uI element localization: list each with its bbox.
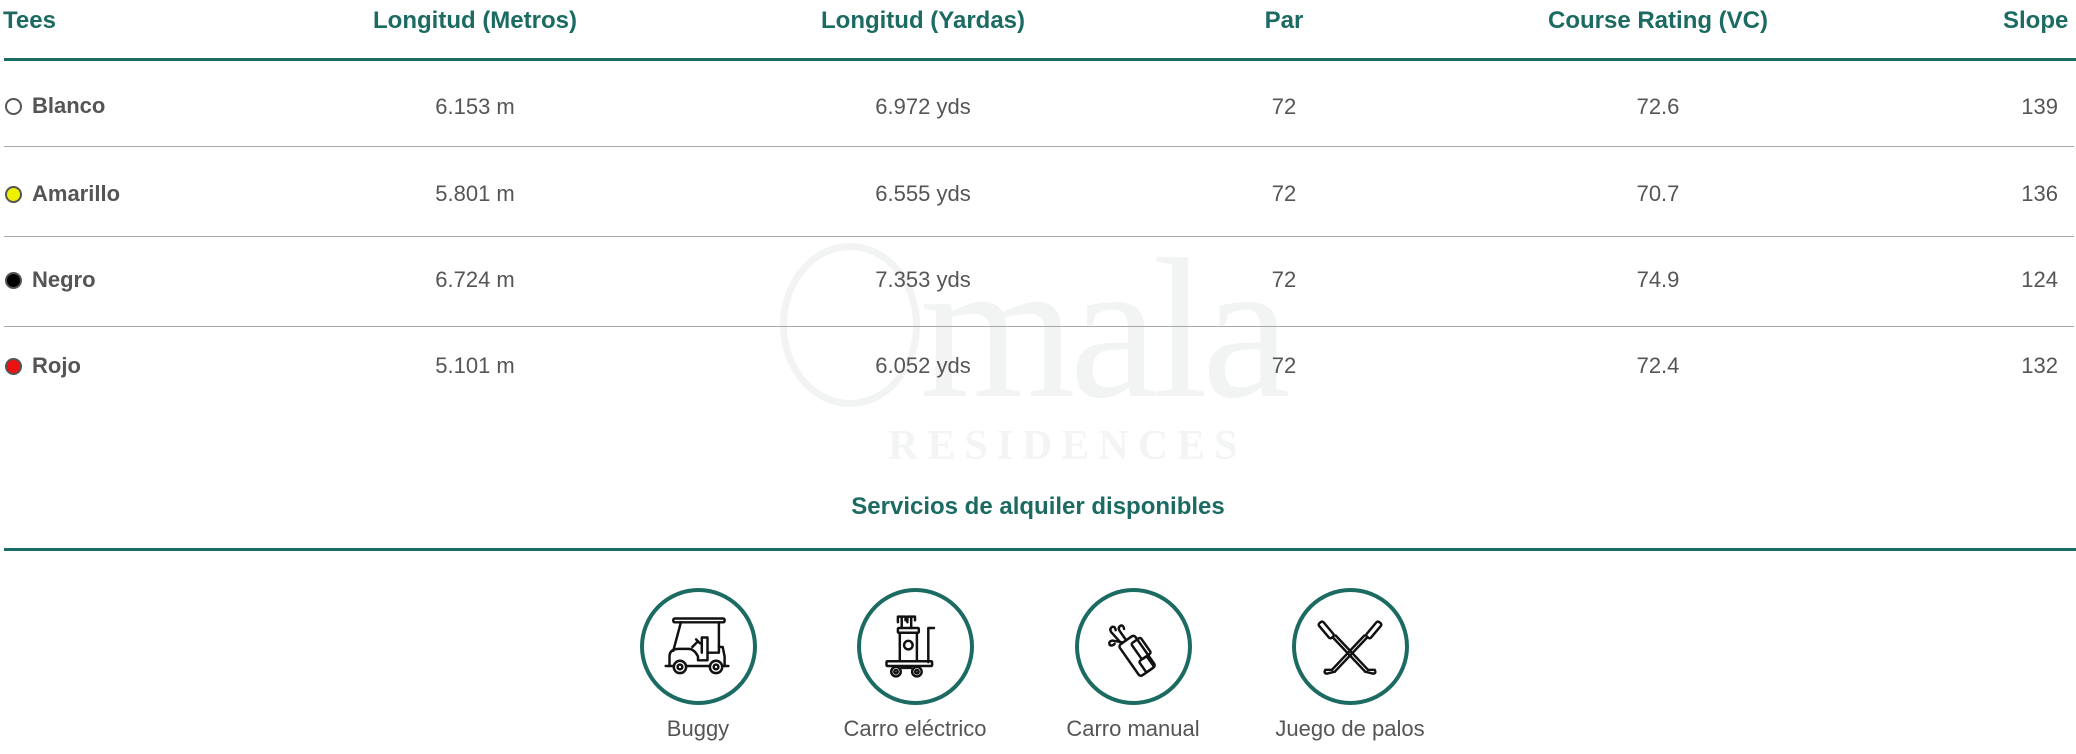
row-divider <box>4 146 2074 147</box>
tee-label: Rojo <box>32 353 81 378</box>
service-label: Carro eléctrico <box>843 716 987 741</box>
service-club-set: Juego de palos <box>1250 588 1450 743</box>
service-label: Juego de palos <box>1275 716 1425 741</box>
length-yards: 6.555 yds <box>875 181 971 206</box>
tee-red-dot-icon <box>5 357 22 375</box>
header-metros: Longitud (Metros) <box>373 7 577 34</box>
table-row: Amarillo 5.801 m 6.555 yds 72 70.7 136 <box>0 147 2076 235</box>
tee-yellow-dot-icon <box>5 185 22 203</box>
table-row: Rojo 5.101 m 6.052 yds 72 72.4 132 <box>0 327 2076 415</box>
tee-white-dot-icon <box>5 97 22 115</box>
length-yards: 6.972 yds <box>875 94 971 119</box>
header-yardas: Longitud (Yardas) <box>821 7 1025 34</box>
length-yards: 6.052 yds <box>875 353 971 378</box>
tee-name: Rojo <box>5 352 81 380</box>
length-yards: 7.353 yds <box>875 267 971 292</box>
golf-bag-icon <box>1108 623 1156 677</box>
tee-name: Negro <box>5 266 96 294</box>
service-manual-trolley: Carro manual <box>1033 588 1233 743</box>
par-value: 72 <box>1271 353 1297 378</box>
service-icon-circle <box>1291 588 1409 705</box>
tee-name: Amarillo <box>5 180 120 208</box>
table-row: Blanco 6.153 m 6.972 yds 72 72.6 139 <box>0 62 2076 150</box>
slope-value: 136 <box>2021 181 2058 206</box>
length-meters: 6.153 m <box>435 94 515 119</box>
row-divider <box>4 326 2074 327</box>
service-icon-circle <box>856 588 974 705</box>
length-meters: 6.724 m <box>435 267 515 292</box>
tee-label: Negro <box>32 267 96 292</box>
slope-value: 132 <box>2021 353 2058 378</box>
header-slope: Slope <box>2003 7 2069 34</box>
services-title: Servicios de alquiler disponibles <box>851 493 1225 520</box>
header-course-rating: Course Rating (VC) <box>1547 7 1769 34</box>
par-value: 72 <box>1271 267 1297 292</box>
length-meters: 5.101 m <box>435 353 515 378</box>
tee-label: Amarillo <box>32 181 121 206</box>
slope-value: 139 <box>2021 94 2058 119</box>
services-divider <box>4 548 2076 551</box>
crossed-clubs-icon <box>1317 619 1383 675</box>
slope-value: 124 <box>2021 267 2058 292</box>
course-rating-value: 70.7 <box>1636 181 1680 206</box>
table-row: Negro 6.724 m 7.353 yds 72 74.9 124 <box>0 237 2076 325</box>
header-tees: Tees <box>3 7 56 34</box>
par-value: 72 <box>1271 181 1297 206</box>
par-value: 72 <box>1271 94 1297 119</box>
course-rating-value: 72.6 <box>1636 94 1680 119</box>
service-label: Buggy <box>666 716 730 741</box>
service-icon-circle <box>1074 588 1192 705</box>
service-label: Carro manual <box>1066 716 1200 741</box>
electric-trolley-icon <box>885 614 936 678</box>
row-divider <box>4 236 2074 237</box>
tee-label: Blanco <box>32 93 106 118</box>
length-meters: 5.801 m <box>435 181 515 206</box>
service-electric-trolley: Carro eléctrico <box>815 588 1015 743</box>
service-icon-circle <box>639 588 757 705</box>
course-rating-value: 72.4 <box>1636 353 1680 378</box>
golf-cart-icon <box>664 616 730 674</box>
tee-black-dot-icon <box>5 271 22 289</box>
service-buggy: Buggy <box>598 588 798 743</box>
header-par: Par <box>1264 7 1304 34</box>
course-rating-value: 74.9 <box>1636 267 1680 292</box>
tee-name: Blanco <box>5 92 105 120</box>
header-divider <box>4 58 2076 61</box>
watermark-subtitle: RESIDENCES <box>888 423 1247 469</box>
